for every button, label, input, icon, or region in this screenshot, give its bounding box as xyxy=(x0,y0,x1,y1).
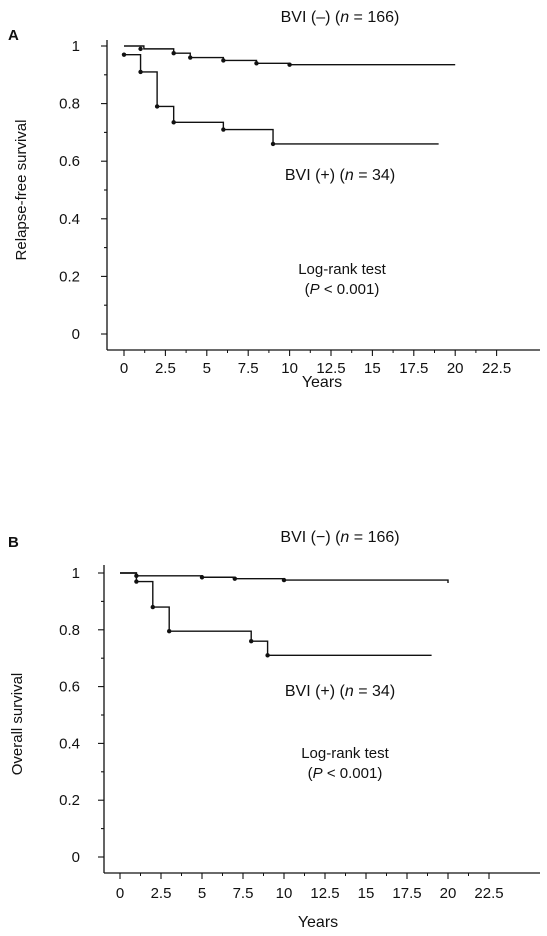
panel-a-x-tick-label: 20 xyxy=(447,360,464,377)
panel-a-event-point xyxy=(171,51,176,56)
panel-b-event-point xyxy=(265,653,270,658)
panel-b-x-tick-label: 0 xyxy=(116,885,124,902)
panel-a-event-point xyxy=(121,52,127,57)
panel-a-event-point xyxy=(270,141,276,147)
panel-b-y-tick-label: 0.6 xyxy=(59,679,80,696)
panel-b-y-tick-label: 0.4 xyxy=(59,735,80,752)
panel-b-plot xyxy=(120,572,449,658)
panel-b-y-tick-label: 0 xyxy=(72,849,80,866)
panel-a-x-tick-label: 22.5 xyxy=(482,360,511,377)
panel-b-legend-positive: BVI (+) (n = 34) xyxy=(285,683,395,700)
panel-a-event-point xyxy=(138,69,143,75)
panel-b-y-tick-label: 0.8 xyxy=(59,622,80,639)
panel-a-legend-negative: BVI (–) (n = 166) xyxy=(281,9,400,26)
panel-b-event-point xyxy=(232,576,237,581)
panel-a-x-tick-label: 5 xyxy=(203,360,211,377)
panel-b-legend-negative: BVI (−) (n = 166) xyxy=(280,529,399,546)
panel-b-event-point xyxy=(134,579,139,584)
panel-a-x-tick-label: 17.5 xyxy=(399,360,428,377)
panel-a-curve-bvi-negative xyxy=(124,45,456,66)
panel-b-x-tick-label: 20 xyxy=(440,885,457,902)
panel-b-label: B xyxy=(8,534,19,551)
panel-b-curve-bvi-positive xyxy=(120,572,432,657)
panel-b-xlabel: Years xyxy=(298,914,338,931)
panel-a: A BVI (–) (n = 166) BVI (+) (n = 34) Log… xyxy=(8,9,540,391)
panel-a-plot xyxy=(121,45,456,147)
panel-b-x-tick-label: 15 xyxy=(358,885,375,902)
panel-a-legend-positive: BVI (+) (n = 34) xyxy=(285,167,395,184)
panel-b-x-tick-label: 5 xyxy=(198,885,206,902)
panel-b-y-tick-label: 0.2 xyxy=(59,792,80,809)
panel-a-y-tick-label: 0.6 xyxy=(59,153,80,170)
panel-b-axes: 00.20.40.60.810 2.5 5 7.5 10 12.5 15 17.5 20 22.5 xyxy=(59,565,540,902)
panel-b-x-tick-label: 22.5 xyxy=(474,885,503,902)
panel-a-event-point xyxy=(221,58,226,63)
panel-a-event-point xyxy=(254,61,259,66)
panel-b-logrank-title: Log-rank test xyxy=(301,745,389,762)
panel-b-event-point xyxy=(281,577,287,583)
panel-b-x-tick-label: 17.5 xyxy=(392,885,421,902)
panel-b-y-tick-label: 1 xyxy=(72,565,80,582)
panel-a-event-point xyxy=(287,62,292,67)
panel-a-y-tick-label: 0.8 xyxy=(59,96,80,113)
panel-b-x-tick-label: 12.5 xyxy=(310,885,339,902)
panel-a-y-tick-label: 1 xyxy=(72,38,80,55)
panel-b-event-point xyxy=(167,629,172,634)
panel-a-x-tick-label: 7.5 xyxy=(238,360,259,377)
panel-a-ylabel: Relapse-free survival xyxy=(13,120,30,261)
panel-b: B BVI (−) (n = 166) BVI (+) (n = 34) Log… xyxy=(8,529,540,931)
panel-a-xlabel: Years xyxy=(302,374,342,391)
panel-a-x-tick-label: 10 xyxy=(281,360,298,377)
panel-a-x-tick-label: 2.5 xyxy=(155,360,176,377)
panel-a-logrank-p: (P < 0.001) xyxy=(305,281,380,298)
panel-a-y-tick-label: 0 xyxy=(72,326,80,343)
panel-b-x-tick-label: 10 xyxy=(276,885,293,902)
panel-b-event-point xyxy=(249,638,254,644)
panel-a-y-tick-label: 0.2 xyxy=(59,268,80,285)
panel-a-event-point xyxy=(188,55,193,60)
panel-a-logrank-title: Log-rank test xyxy=(298,261,386,278)
panel-a-y-tick-label: 0.4 xyxy=(59,211,80,228)
panel-b-logrank-p: (P < 0.001) xyxy=(308,765,383,782)
panel-a-axes: 00.20.40.60.810 2.5 5 7.5 10 12.5 15 17.5 20 22.5 xyxy=(59,38,540,377)
panel-a-x-tick-label: 0 xyxy=(120,360,128,377)
panel-a-event-point xyxy=(221,127,226,132)
panel-b-ylabel: Overall survival xyxy=(9,673,26,776)
panel-b-x-tick-label: 2.5 xyxy=(151,885,172,902)
panel-a-x-tick-label: 15 xyxy=(364,360,381,377)
panel-a-curve-bvi-positive xyxy=(124,53,439,145)
panel-a-x-tick-label: 12.5 xyxy=(316,360,345,377)
panel-b-event-point xyxy=(150,604,155,610)
panel-a-event-point xyxy=(154,104,160,109)
panel-a-label: A xyxy=(8,27,19,44)
panel-b-x-tick-label: 7.5 xyxy=(233,885,254,902)
panel-b-event-point xyxy=(199,575,205,580)
panel-a-event-point xyxy=(171,120,176,125)
panel-a-event-point xyxy=(138,46,143,52)
